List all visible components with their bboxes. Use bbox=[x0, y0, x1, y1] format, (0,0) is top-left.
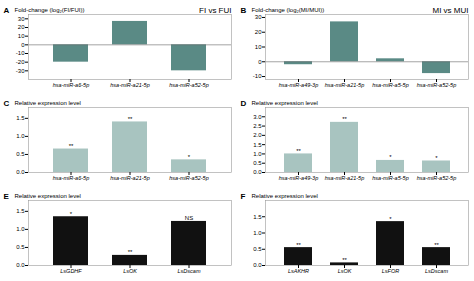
svg-text:3.0: 3.0 bbox=[253, 114, 262, 120]
svg-text:1.0: 1.0 bbox=[16, 133, 25, 139]
svg-text:FI vs FUI: FI vs FUI bbox=[199, 6, 231, 15]
svg-text:hsa-miR-a6-5p: hsa-miR-a6-5p bbox=[53, 82, 89, 88]
svg-text:0: 0 bbox=[21, 42, 25, 48]
svg-text:*: * bbox=[389, 216, 392, 222]
svg-text:Relative expression level: Relative expression level bbox=[15, 193, 81, 199]
svg-text:*: * bbox=[435, 155, 438, 161]
svg-text:0.0: 0.0 bbox=[253, 262, 262, 268]
svg-text:hsa-miR-a21-5p: hsa-miR-a21-5p bbox=[110, 175, 149, 181]
svg-text:*: * bbox=[70, 211, 73, 217]
svg-text:0.5: 0.5 bbox=[253, 160, 262, 166]
svg-text:A: A bbox=[4, 6, 10, 15]
svg-text:1.5: 1.5 bbox=[253, 142, 262, 148]
svg-text:10: 10 bbox=[18, 33, 25, 39]
svg-text:E: E bbox=[4, 192, 10, 201]
svg-text:hsa-miR-a52-5p: hsa-miR-a52-5p bbox=[169, 82, 208, 88]
svg-text:hsa-miR-a21-5p: hsa-miR-a21-5p bbox=[110, 82, 149, 88]
svg-text:B: B bbox=[241, 6, 247, 15]
svg-text:F: F bbox=[241, 192, 246, 201]
svg-text:30: 30 bbox=[18, 16, 25, 22]
svg-text:hsa-miR-a5-5p: hsa-miR-a5-5p bbox=[372, 175, 408, 181]
svg-text:**: ** bbox=[434, 242, 439, 248]
svg-text:Fold-change (log₂(MI/MUI)): Fold-change (log₂(MI/MUI)) bbox=[252, 7, 325, 13]
svg-text:Relative expression level: Relative expression level bbox=[252, 193, 318, 199]
svg-text:**: ** bbox=[128, 116, 133, 122]
svg-text:1.5: 1.5 bbox=[16, 208, 25, 214]
svg-text:-20: -20 bbox=[16, 59, 25, 65]
svg-text:hsa-miR-a21-5p: hsa-miR-a21-5p bbox=[325, 82, 364, 88]
svg-text:hsa-miR-a49-3p: hsa-miR-a49-3p bbox=[279, 175, 318, 181]
svg-text:**: ** bbox=[342, 116, 347, 122]
svg-text:hsa-miR-a21-5p: hsa-miR-a21-5p bbox=[325, 175, 364, 181]
svg-text:NS: NS bbox=[185, 215, 193, 221]
svg-text:**: ** bbox=[128, 249, 133, 255]
svg-text:Fold-change (log₂(FI/FUI)): Fold-change (log₂(FI/FUI)) bbox=[15, 7, 85, 13]
svg-text:2.5: 2.5 bbox=[253, 123, 262, 129]
svg-text:**: ** bbox=[342, 257, 347, 263]
svg-text:0.0: 0.0 bbox=[16, 169, 25, 175]
svg-text:hsa-miR-a52-5p: hsa-miR-a52-5p bbox=[169, 175, 208, 181]
svg-text:MI vs MUI: MI vs MUI bbox=[433, 6, 469, 15]
svg-text:0: 0 bbox=[258, 59, 262, 65]
svg-text:D: D bbox=[241, 99, 247, 108]
svg-text:0.5: 0.5 bbox=[253, 246, 262, 252]
svg-text:0.0: 0.0 bbox=[253, 169, 262, 175]
svg-text:1.0: 1.0 bbox=[253, 230, 262, 236]
svg-text:*: * bbox=[188, 154, 191, 160]
svg-text:LsOK: LsOK bbox=[123, 268, 137, 274]
svg-text:**: ** bbox=[296, 148, 301, 154]
svg-text:hsa-miR-a49-3p: hsa-miR-a49-3p bbox=[279, 82, 318, 88]
svg-text:LsAKHR: LsAKHR bbox=[288, 268, 309, 274]
svg-text:-10: -10 bbox=[253, 73, 262, 79]
svg-text:Relative expression level: Relative expression level bbox=[15, 100, 81, 106]
svg-text:hsa-miR-a5-5p: hsa-miR-a5-5p bbox=[372, 82, 408, 88]
svg-text:hsa-miR-a6-5p: hsa-miR-a6-5p bbox=[53, 175, 89, 181]
svg-text:LsDscam: LsDscam bbox=[425, 268, 448, 274]
svg-text:10: 10 bbox=[255, 44, 262, 50]
svg-text:*: * bbox=[389, 154, 392, 160]
svg-text:0.0: 0.0 bbox=[16, 262, 25, 268]
svg-text:Relative expression level: Relative expression level bbox=[252, 100, 318, 106]
svg-text:1.5: 1.5 bbox=[253, 214, 262, 220]
svg-text:hsa-miR-a52-5p: hsa-miR-a52-5p bbox=[417, 82, 456, 88]
svg-text:LsOK: LsOK bbox=[338, 268, 352, 274]
svg-text:LsFOR: LsFOR bbox=[382, 268, 399, 274]
svg-text:20: 20 bbox=[255, 29, 262, 35]
svg-text:C: C bbox=[4, 99, 10, 108]
svg-text:1.0: 1.0 bbox=[16, 226, 25, 232]
svg-text:0.5: 0.5 bbox=[16, 244, 25, 250]
svg-text:2.0: 2.0 bbox=[253, 132, 262, 138]
svg-text:1.0: 1.0 bbox=[253, 151, 262, 157]
svg-text:0.5: 0.5 bbox=[16, 151, 25, 157]
svg-text:-30: -30 bbox=[16, 68, 25, 74]
svg-text:hsa-miR-a52-5p: hsa-miR-a52-5p bbox=[417, 175, 456, 181]
svg-text:-10: -10 bbox=[16, 50, 25, 56]
svg-text:1.5: 1.5 bbox=[16, 115, 25, 121]
svg-text:LsDscam: LsDscam bbox=[178, 268, 201, 274]
svg-text:**: ** bbox=[69, 143, 74, 149]
svg-text:30: 30 bbox=[255, 14, 262, 20]
svg-text:20: 20 bbox=[18, 24, 25, 30]
svg-text:**: ** bbox=[296, 242, 301, 248]
svg-text:LsGDHF: LsGDHF bbox=[60, 268, 82, 274]
